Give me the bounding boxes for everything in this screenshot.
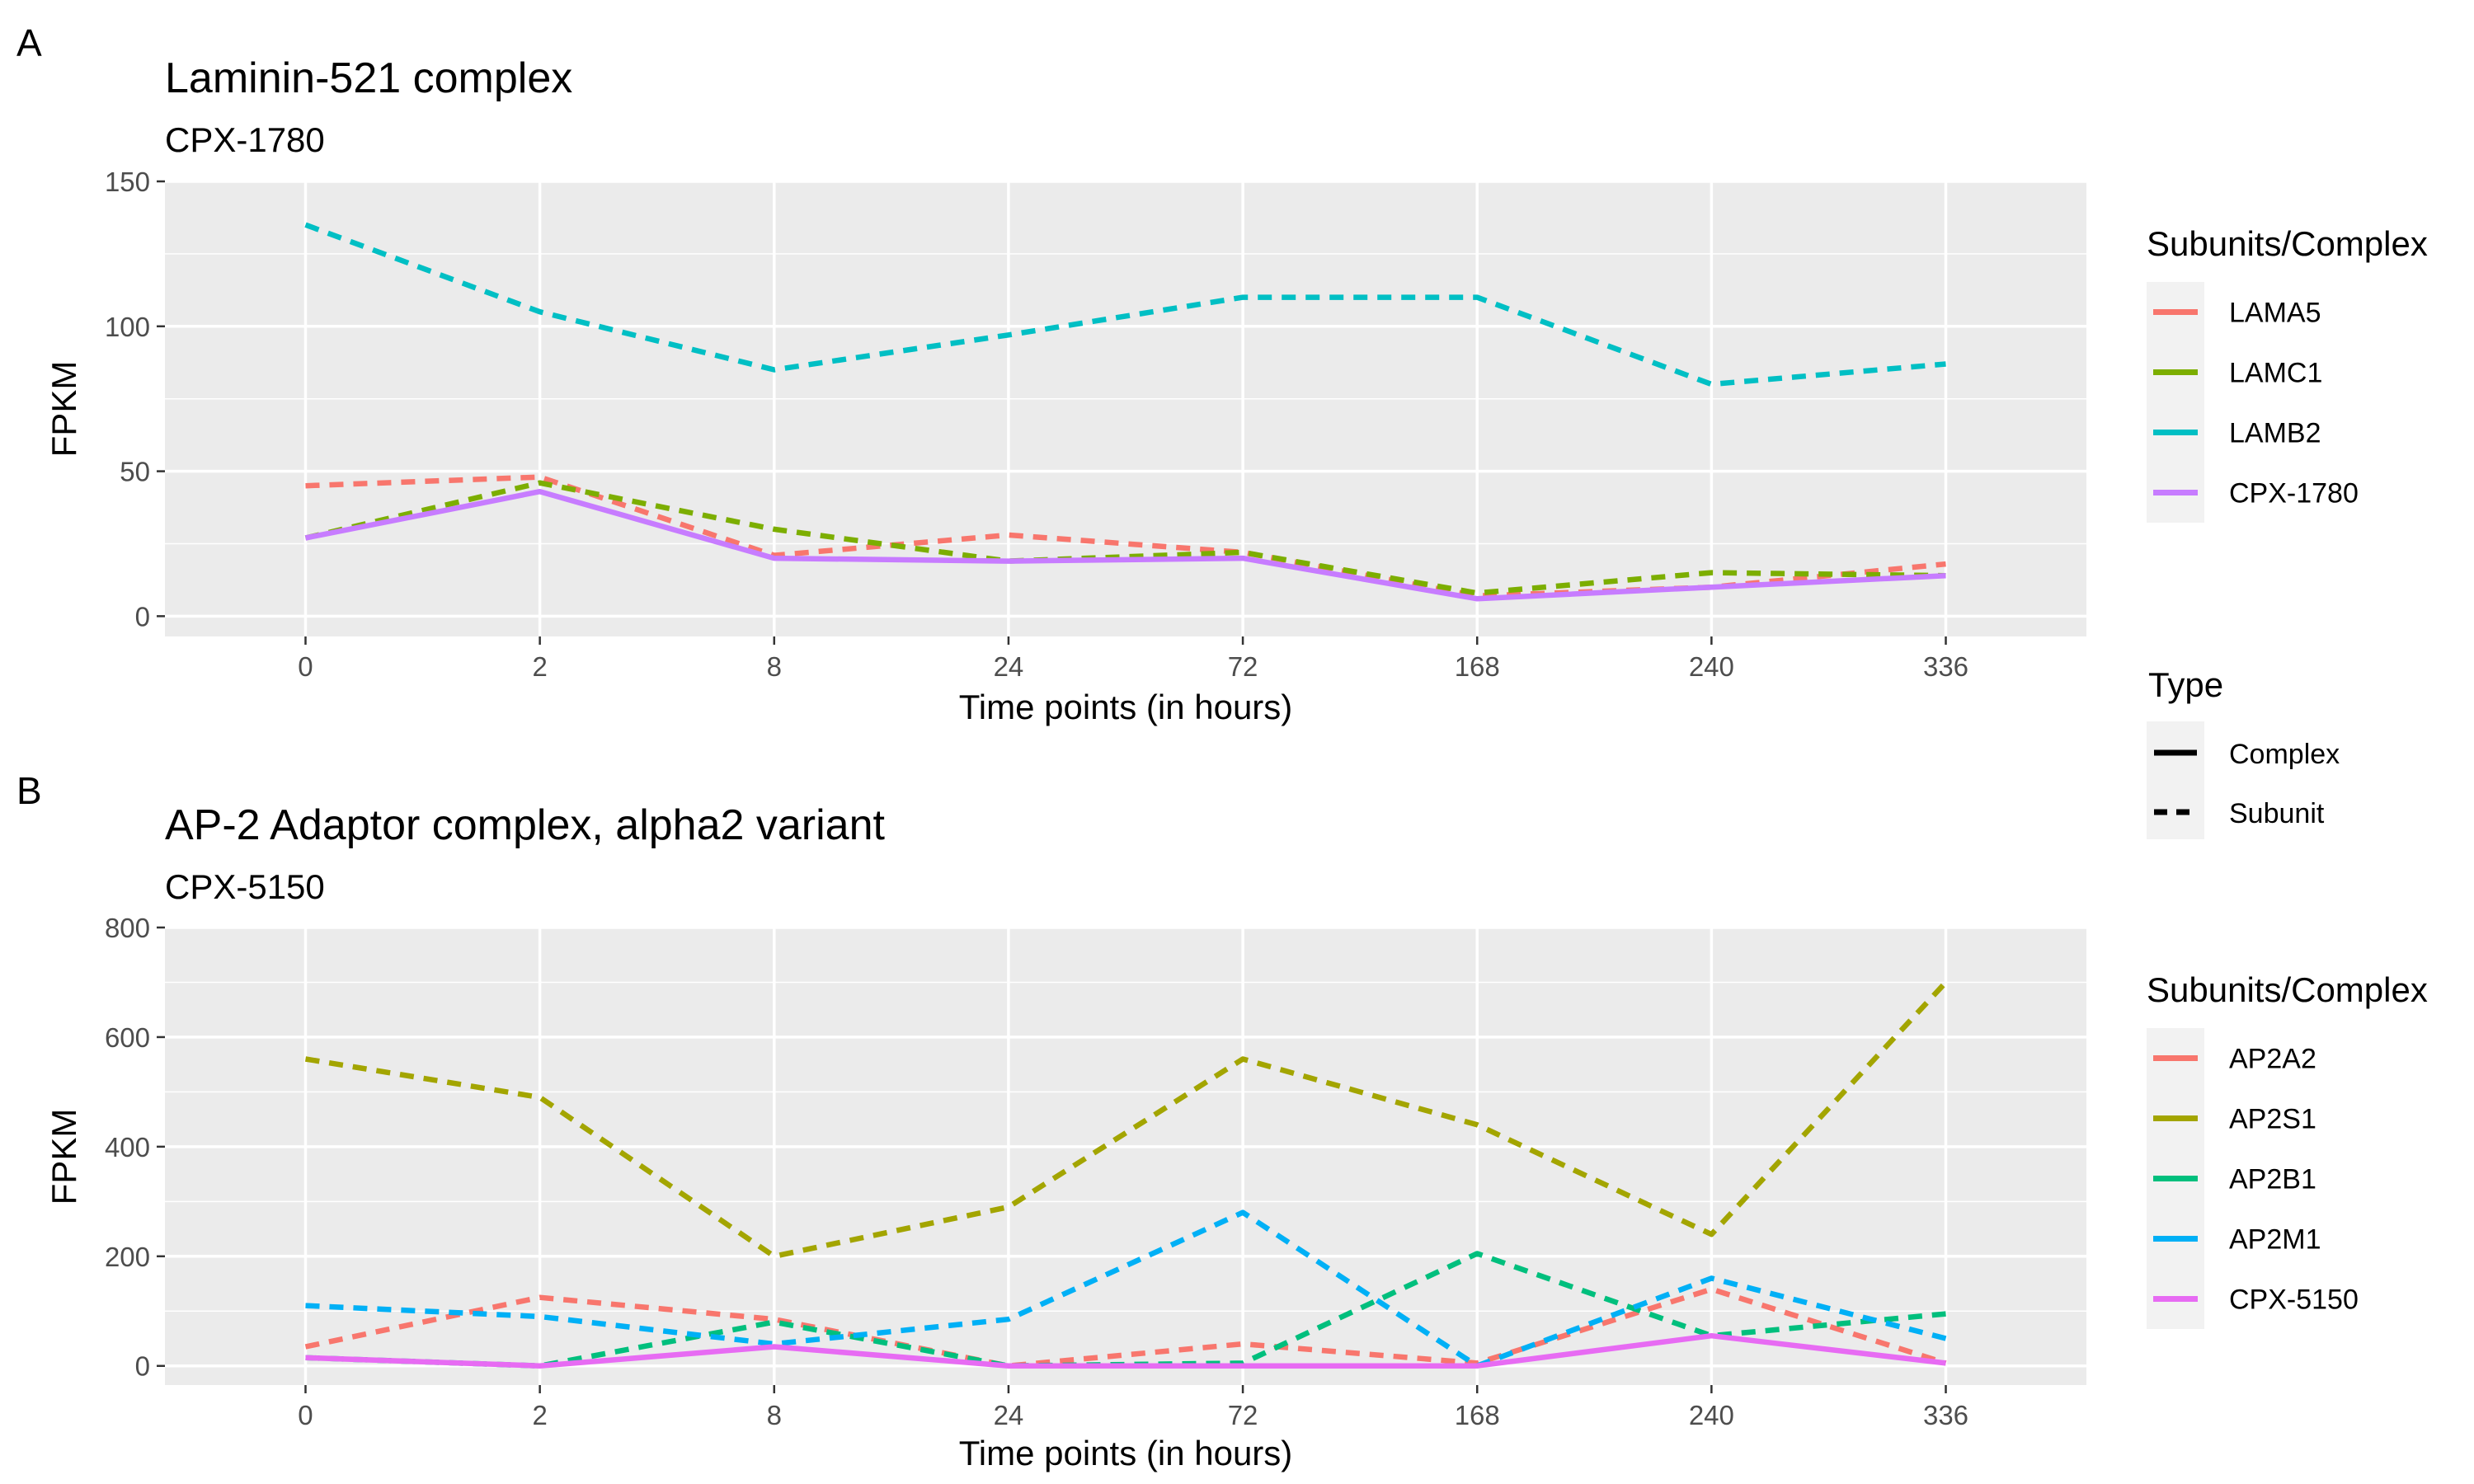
- series-line-ap2s1: [304, 980, 1948, 1260]
- x-tick-label: 8: [767, 1400, 782, 1430]
- chart-panel-b: B AP-2 Adaptor complex, alpha2 variant CPX…: [16, 769, 2428, 1472]
- chart-subtitle: CPX-5150: [165, 867, 325, 906]
- x-tick-label: 168: [1455, 1400, 1500, 1430]
- x-tick-label: 72: [1228, 1400, 1258, 1430]
- type-legend-subunit-label: Subunit: [2229, 798, 2325, 829]
- y-tick-label: 100: [105, 312, 150, 342]
- x-tick-label: 8: [767, 651, 782, 682]
- type-legend-title: Type: [2148, 665, 2223, 704]
- legend-label-cpx-1780: CPX-1780: [2229, 478, 2359, 510]
- series-line-cpx-5150: [305, 1332, 1946, 1369]
- chart-subtitle: CPX-1780: [165, 120, 325, 159]
- y-tick-label: 800: [105, 913, 150, 943]
- legend-key-background: [2147, 282, 2204, 523]
- legend-label-ap2a2: AP2A2: [2229, 1044, 2316, 1075]
- x-tick-label: 0: [298, 1400, 313, 1430]
- type-legend-complex-label: Complex: [2229, 739, 2340, 770]
- y-tick-label: 150: [105, 167, 150, 197]
- x-tick-label: 24: [994, 651, 1024, 682]
- y-tick-label: 200: [105, 1242, 150, 1272]
- series-legend: Subunits/Complex AP2A2 AP2S1 AP2B1 AP2M1 CPX-…: [2147, 970, 2428, 1329]
- legend-label-cpx-5150: CPX-5150: [2229, 1284, 2359, 1316]
- x-tick-label: 72: [1228, 651, 1258, 682]
- legend-label-ap2m1: AP2M1: [2229, 1224, 2321, 1256]
- series-line-lamb2: [304, 222, 1946, 387]
- y-tick-label: 50: [120, 457, 150, 487]
- chart-title: Laminin-521 complex: [165, 54, 572, 102]
- legend-label-ap2b1: AP2B1: [2229, 1164, 2316, 1195]
- x-tick-label: 0: [298, 651, 313, 682]
- x-tick-label: 336: [1923, 1400, 1968, 1430]
- chart-title: AP-2 Adaptor complex, alpha2 variant: [165, 801, 886, 849]
- panel-label: A: [16, 21, 42, 64]
- x-tick-label: 2: [532, 1400, 547, 1430]
- x-tick-label: 168: [1455, 651, 1500, 682]
- chart-panel-a: A Laminin-521 complex CPX-1780 0 50 100 150 0 2 8…: [16, 21, 2428, 726]
- legend-title: Subunits/Complex: [2147, 224, 2428, 263]
- series-line-lama5: [305, 474, 1946, 599]
- legend-label-lamc1: LAMC1: [2229, 358, 2322, 389]
- legend-label-ap2s1: AP2S1: [2229, 1104, 2316, 1135]
- plot-background: [165, 181, 2086, 636]
- y-tick-label: 600: [105, 1022, 150, 1053]
- x-tick-label: 240: [1689, 1400, 1734, 1430]
- series-line-ap2m1: [305, 1209, 1947, 1369]
- y-tick-label: 400: [105, 1132, 150, 1162]
- x-tick-label: 336: [1923, 651, 1968, 682]
- legend-label-lama5: LAMA5: [2229, 298, 2321, 329]
- series-line-ap2b1: [305, 1251, 1946, 1369]
- y-axis-label: FPKM: [45, 1109, 83, 1205]
- x-axis-label: Time points (in hours): [959, 1434, 1293, 1472]
- panel-label: B: [16, 769, 42, 812]
- x-axis-label: Time points (in hours): [959, 688, 1293, 726]
- x-tick-label: 24: [994, 1400, 1024, 1430]
- series-line-ap2a2: [304, 1286, 1947, 1369]
- type-legend: Type Complex Subunit: [2147, 665, 2340, 839]
- series-line-cpx-1780: [304, 488, 1946, 602]
- y-tick-label: 0: [135, 601, 150, 632]
- x-tick-label: 2: [532, 651, 547, 682]
- y-tick-label: 0: [135, 1351, 150, 1382]
- type-legend-key-background: [2147, 721, 2204, 839]
- legend-label-lamb2: LAMB2: [2229, 418, 2321, 449]
- legend-title: Subunits/Complex: [2147, 970, 2428, 1009]
- x-tick-label: 240: [1689, 651, 1734, 682]
- series-legend: Subunits/Complex LAMA5 LAMC1 LAMB2 CPX-1780: [2147, 224, 2428, 523]
- y-axis-label: FPKM: [45, 361, 83, 458]
